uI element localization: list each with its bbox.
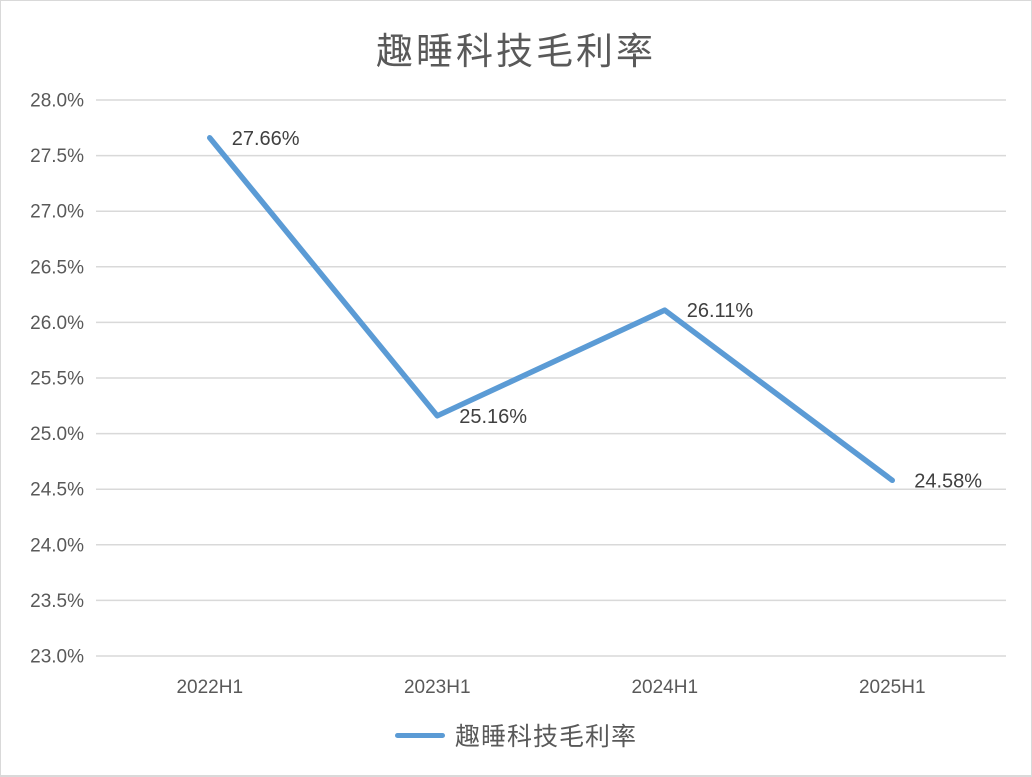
y-tick-label: 27.0% [30,202,84,223]
legend-series-label: 趣睡科技毛利率 [454,724,637,751]
data-label: 24.58% [914,470,982,492]
series-line [207,135,895,484]
y-tick-label: 25.0% [30,424,84,445]
y-tick-label: 27.5% [30,146,84,167]
legend: 趣睡科技毛利率 [1,717,1031,753]
data-label: 25.16% [459,406,527,428]
y-tick-label: 28.0% [30,91,84,112]
y-tick-label: 23.0% [30,647,84,668]
y-tick-label: 25.5% [30,369,84,390]
chart-title: 趣睡科技毛利率 [376,32,656,73]
y-tick-label: 24.0% [30,535,84,556]
data-label: 27.66% [232,128,300,150]
x-tick-label: 2025H1 [859,677,926,698]
data-label: 26.11% [687,300,754,322]
legend-line-swatch [394,732,445,738]
y-tick-label: 23.5% [30,591,84,612]
y-tick-label: 26.5% [30,257,84,278]
x-tick-label: 2022H1 [176,677,243,698]
x-tick-label: 2024H1 [631,677,698,698]
y-tick-label: 24.5% [30,480,84,501]
y-tick-label: 26.0% [30,313,84,334]
x-tick-label: 2023H1 [404,677,471,698]
